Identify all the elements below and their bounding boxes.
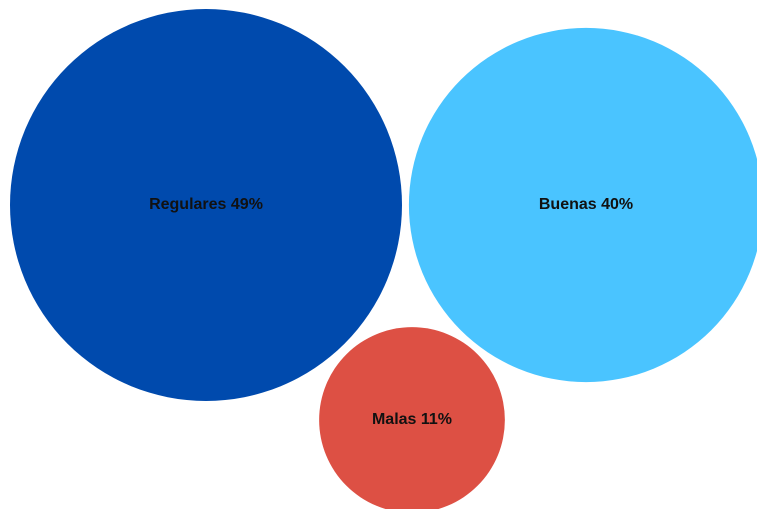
labels-group: Regulares 49% Buenas 40% Malas 11% (149, 196, 633, 428)
bubble-label-malas: Malas 11% (372, 411, 452, 428)
bubbles-group (10, 9, 757, 509)
bubble-regulares (10, 9, 402, 401)
bubble-label-buenas: Buenas 40% (539, 196, 633, 213)
bubble-buenas (408, 27, 757, 383)
bubble-malas (319, 327, 505, 509)
bubble-label-regulares: Regulares 49% (149, 196, 263, 213)
